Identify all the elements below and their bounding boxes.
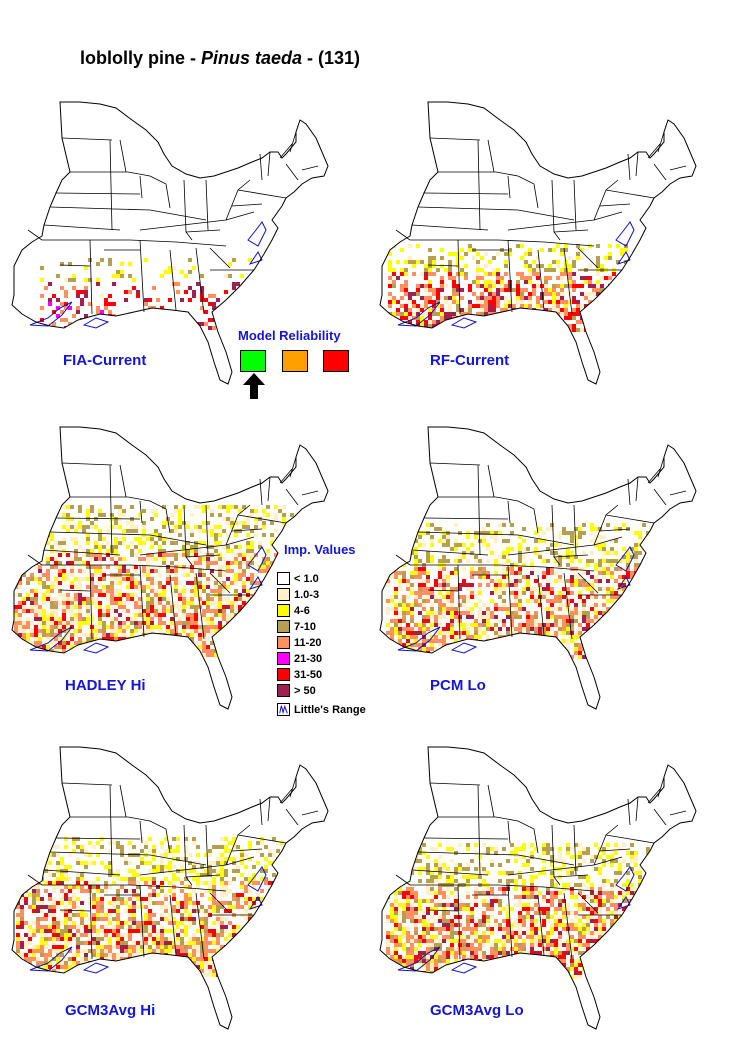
littles-range-outline <box>397 301 441 327</box>
map-panel-pcm-lo: PCM Lo <box>368 405 708 725</box>
importance-raster <box>386 843 654 979</box>
legend-swatch <box>277 588 290 602</box>
reliability-low-swatch <box>323 350 349 372</box>
map-label: HADLEY Hi <box>65 677 146 694</box>
model-reliability-title: Model Reliability <box>238 328 341 343</box>
legend-label: 4-6 <box>294 604 310 617</box>
legend-item: 31-50 <box>277 666 323 682</box>
coastline <box>11 746 329 1030</box>
importance-raster <box>40 258 252 330</box>
legend-title: Imp. Values <box>284 542 356 557</box>
map-label: GCM3Avg Hi <box>65 1002 156 1019</box>
coastline <box>11 426 329 710</box>
importance-raster <box>386 523 654 659</box>
legend-label: > 50 <box>294 684 316 697</box>
littles-range-outline <box>248 576 263 590</box>
state-borders <box>395 456 687 640</box>
map-hadley-hi <box>11 426 329 710</box>
map-label: FIA-Current <box>63 352 147 369</box>
map-gcm3avg-lo <box>379 746 697 1030</box>
legend-label: 31-50 <box>294 668 323 681</box>
legend-swatch <box>277 684 290 698</box>
legend-label: 21-30 <box>294 652 323 665</box>
coastline <box>379 746 697 1030</box>
map-panel-hadley-hi: HADLEY Hi <box>0 405 340 725</box>
legend-item: Little's Range <box>277 701 366 717</box>
map-panel-gcm3avg-lo: GCM3Avg Lo <box>368 725 708 1045</box>
littles-range-outline <box>82 642 110 654</box>
littles-range-outline <box>248 896 263 910</box>
reliability-medium-swatch <box>282 350 308 372</box>
state-borders <box>395 776 687 960</box>
legend-item: 7-10 <box>277 618 317 634</box>
map-rf-current <box>379 101 697 385</box>
legend-label: 7-10 <box>294 620 317 633</box>
littles-range-outline <box>450 317 478 329</box>
littles-range-outline <box>248 251 263 265</box>
state-borders <box>27 131 319 315</box>
littles-range-outline <box>247 546 267 572</box>
legend-swatch <box>277 668 290 682</box>
importance-raster <box>14 505 294 657</box>
legend-item: 11-20 <box>277 634 322 650</box>
legend-swatch <box>277 604 290 618</box>
state-borders <box>27 456 319 640</box>
littles-range-outline <box>397 946 441 972</box>
littles-range-outline <box>615 546 635 572</box>
legend-item: 4-6 <box>277 602 310 618</box>
legend-swatch <box>277 636 290 650</box>
legend-label: 11-20 <box>294 636 322 649</box>
littles-range-outline <box>29 946 73 972</box>
map-gcm3avg-hi <box>11 746 329 1030</box>
map-panel-fia-current: FIA-Current <box>0 80 340 400</box>
legend-swatch <box>277 652 290 666</box>
legend-swatch <box>277 572 290 586</box>
littles-range-outline <box>616 251 631 265</box>
legend-label: Little's Range <box>294 703 366 716</box>
map-label: RF-Current <box>430 352 510 369</box>
map-panel-rf-current: RF-Current <box>368 80 708 400</box>
littles-range-outline <box>82 317 110 329</box>
littles-range-outline <box>82 962 110 974</box>
map-label: GCM3Avg Lo <box>430 1002 524 1019</box>
legend-item: 21-30 <box>277 650 323 666</box>
littles-range-outline <box>616 896 631 910</box>
coastline <box>379 426 697 710</box>
legend-item: > 50 <box>277 682 316 698</box>
map-fia-current <box>11 101 329 385</box>
coastline <box>379 101 697 385</box>
page-title: loblolly pine - Pinus taeda - (131) <box>80 48 361 68</box>
map-label: PCM Lo <box>430 677 486 694</box>
littles-range-outline <box>615 221 635 247</box>
state-borders <box>27 776 319 960</box>
littles-range-outline <box>450 962 478 974</box>
legend-label: < 1.0 <box>294 572 319 585</box>
littles-range-outline <box>397 626 441 652</box>
arrow-up-icon <box>243 373 265 399</box>
reliability-high-swatch <box>240 350 266 372</box>
state-borders <box>395 131 687 315</box>
littles-range-outline <box>615 866 635 892</box>
littles-range-outline <box>450 642 478 654</box>
range-outline-icon <box>277 703 290 717</box>
littles-range-outline <box>247 221 267 247</box>
legend-label: 1.0-3 <box>294 588 320 601</box>
map-panel-gcm3avg-hi: GCM3Avg Hi <box>0 725 340 1045</box>
map-pcm-lo <box>379 426 697 710</box>
littles-range-outline <box>29 626 73 652</box>
littles-range-outline <box>247 866 267 892</box>
legend-item: 1.0-3 <box>277 586 320 602</box>
littles-range-outline <box>29 301 73 327</box>
coastline <box>11 101 329 385</box>
littles-range-outline <box>616 576 631 590</box>
legend-swatch <box>277 620 290 634</box>
legend-item: < 1.0 <box>277 570 319 586</box>
